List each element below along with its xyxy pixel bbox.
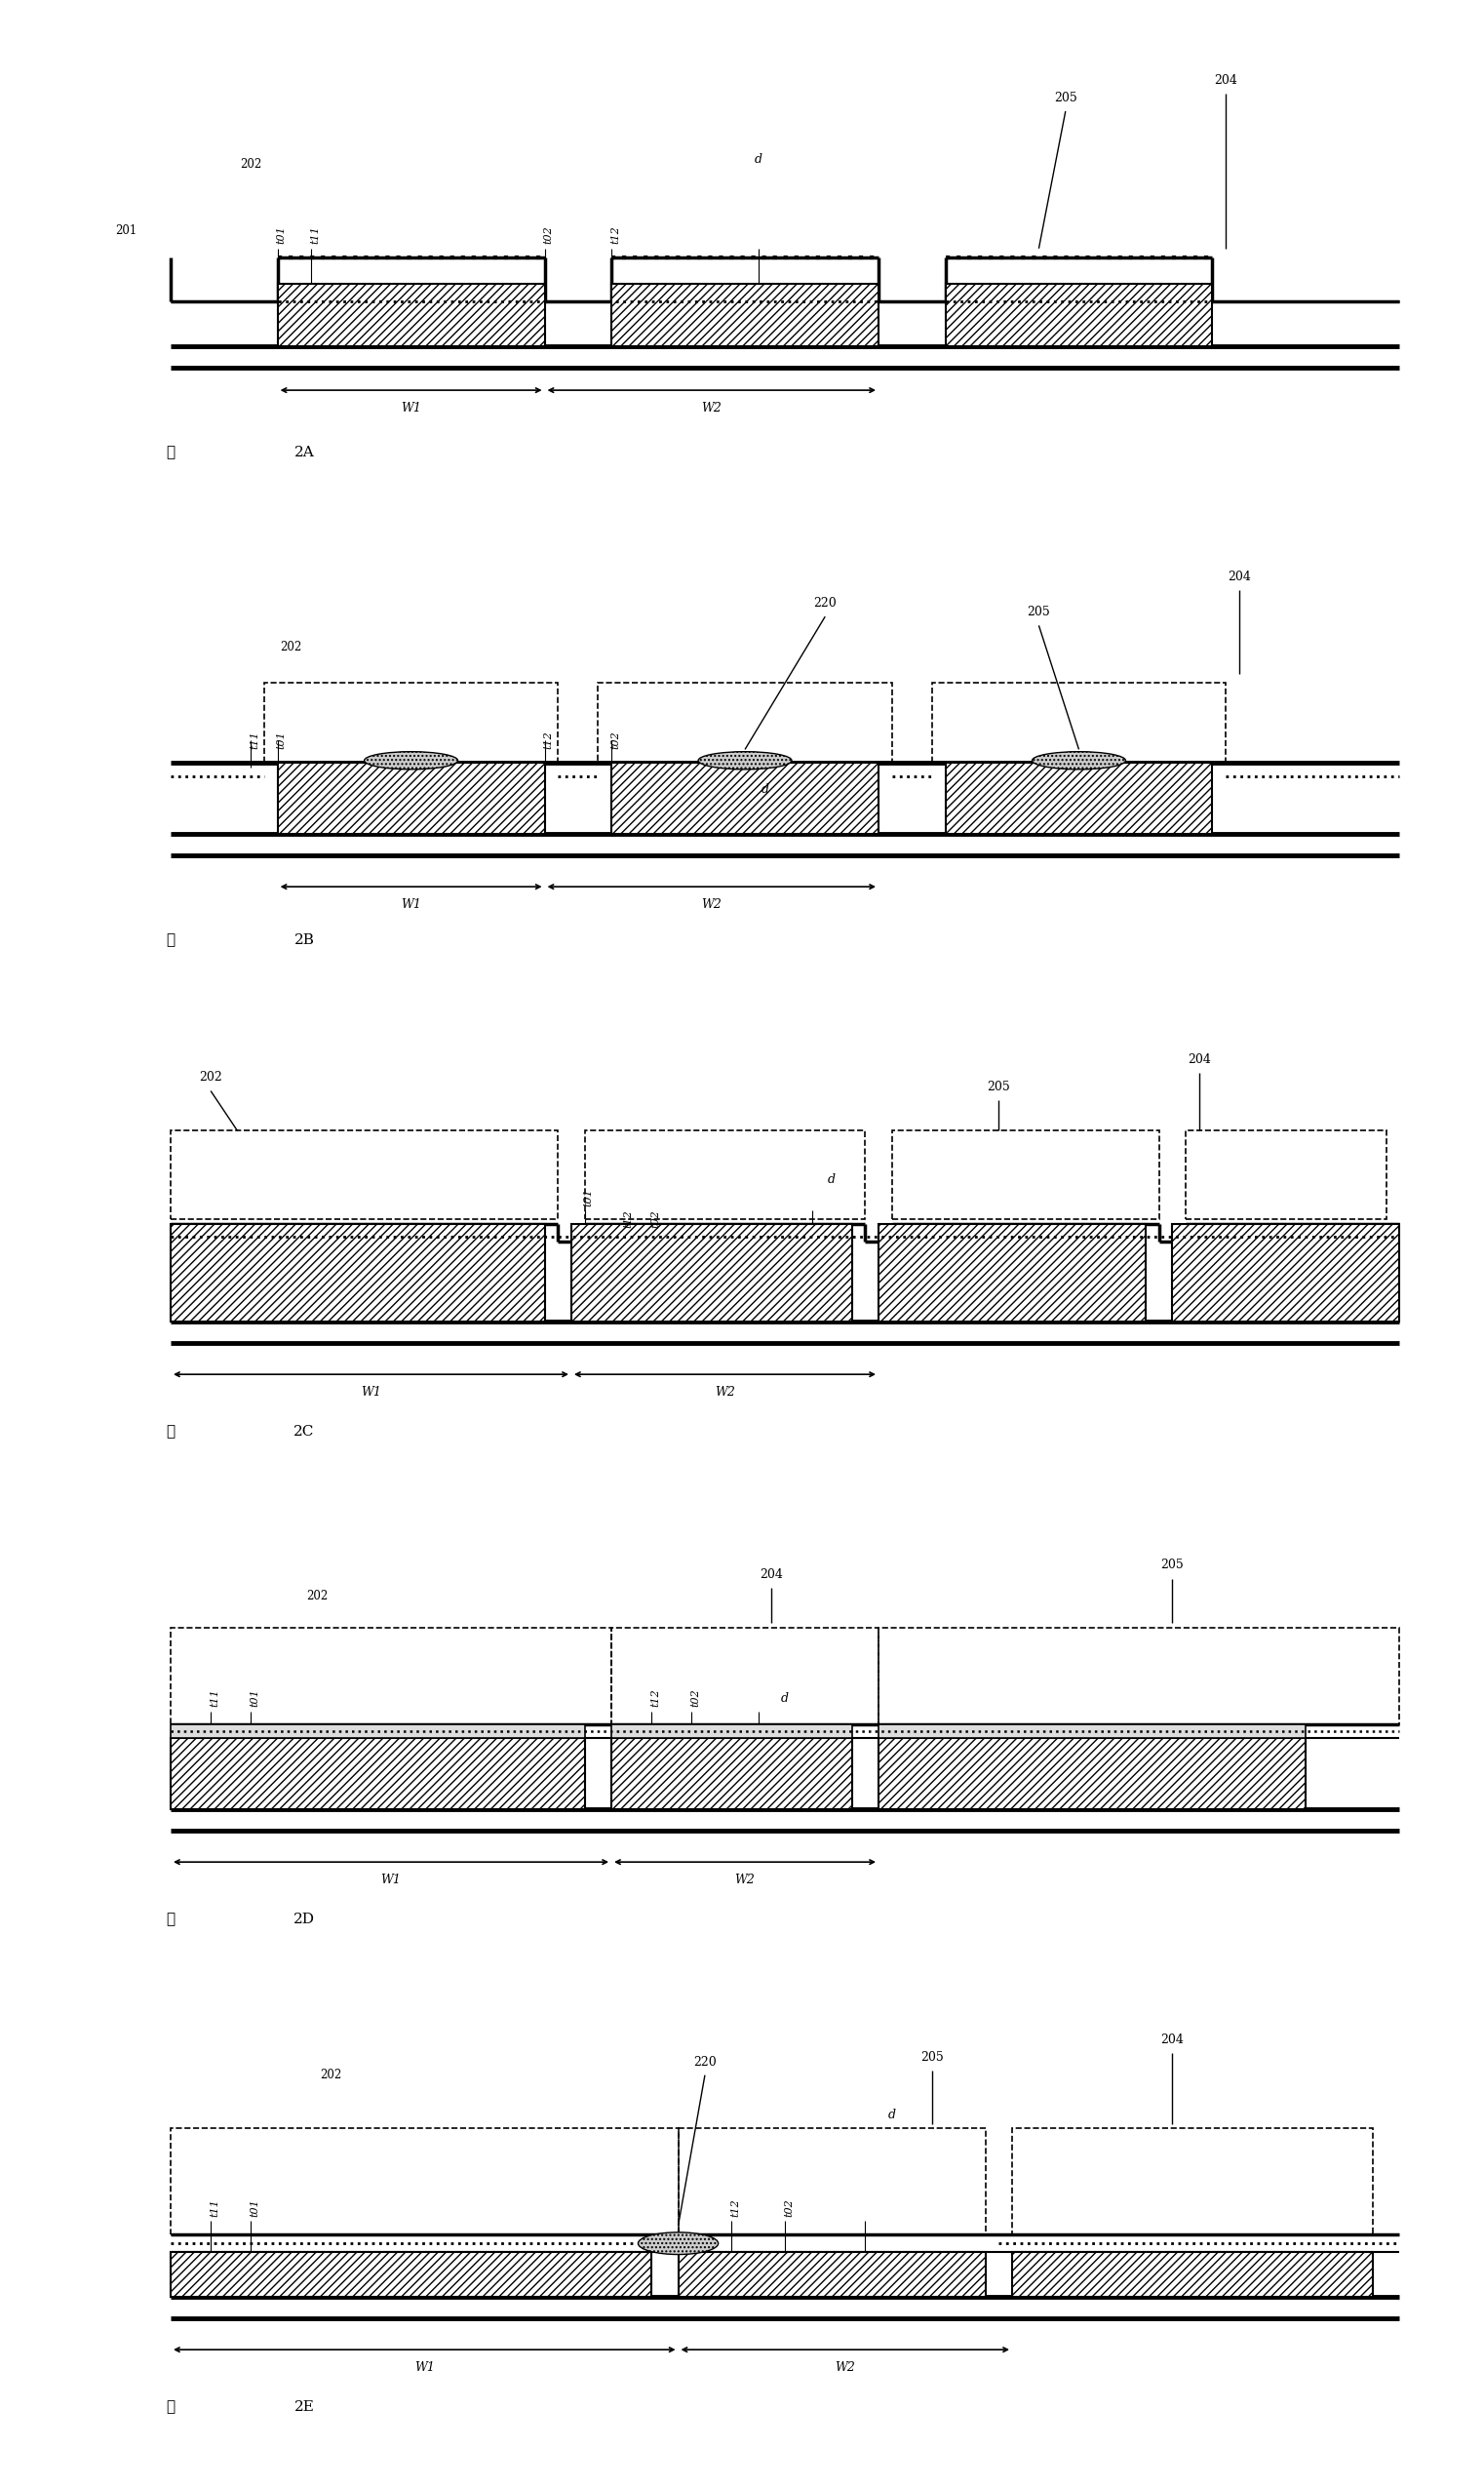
Text: t02: t02 — [690, 1689, 700, 1707]
Text: 图: 图 — [166, 1426, 175, 1438]
Bar — [571, 1224, 852, 1321]
Text: t01: t01 — [249, 1689, 260, 1707]
Bar — [879, 1224, 1146, 1321]
Bar — [171, 1132, 558, 1219]
Text: 220: 220 — [813, 597, 837, 610]
Text: 2A: 2A — [294, 445, 315, 460]
Bar — [945, 764, 1212, 833]
Text: W2: W2 — [735, 1873, 755, 1886]
Text: t11: t11 — [209, 2199, 220, 2217]
Bar — [879, 1724, 1306, 1739]
Text: 202: 202 — [199, 1072, 223, 1085]
Text: W1: W1 — [401, 898, 421, 911]
Bar — [171, 1627, 611, 1724]
Text: 204: 204 — [1214, 75, 1238, 87]
Text: W1: W1 — [401, 401, 421, 415]
Bar — [678, 2127, 985, 2234]
Text: W1: W1 — [361, 1386, 381, 1398]
Text: d: d — [781, 1692, 789, 1704]
Text: 图: 图 — [166, 445, 175, 460]
Text: W1: W1 — [414, 2361, 435, 2374]
Text: d: d — [887, 2110, 896, 2122]
Text: t12: t12 — [543, 731, 554, 749]
Bar — [1012, 2127, 1373, 2234]
Bar — [171, 2127, 678, 2234]
Bar — [171, 2252, 651, 2296]
Text: 205: 205 — [920, 2050, 944, 2063]
Bar — [932, 684, 1226, 764]
Ellipse shape — [365, 751, 459, 769]
Text: t02: t02 — [543, 226, 554, 244]
Text: t12: t12 — [650, 1689, 660, 1707]
Text: W1: W1 — [381, 1873, 401, 1886]
Text: t11: t11 — [310, 226, 319, 244]
Text: 201: 201 — [116, 224, 138, 236]
Text: 202: 202 — [321, 2068, 341, 2082]
Bar — [879, 1627, 1399, 1724]
Text: 205: 205 — [1160, 1560, 1184, 1572]
Bar — [892, 1132, 1159, 1219]
Text: 205: 205 — [1054, 92, 1077, 104]
Text: W2: W2 — [702, 898, 721, 911]
Text: t02: t02 — [784, 2199, 794, 2217]
Text: t12: t12 — [730, 2199, 741, 2217]
Bar — [171, 1724, 585, 1739]
Bar — [678, 2252, 985, 2296]
Text: 204: 204 — [1187, 1052, 1211, 1067]
Text: 202: 202 — [307, 1590, 328, 1602]
Bar — [611, 1627, 879, 1724]
Text: 205: 205 — [1027, 605, 1051, 620]
Text: t12: t12 — [623, 1209, 634, 1229]
Ellipse shape — [699, 751, 792, 769]
Bar — [1172, 1224, 1399, 1321]
Text: t11: t11 — [249, 731, 260, 749]
Text: 2C: 2C — [294, 1426, 315, 1438]
Text: t02: t02 — [610, 731, 620, 749]
Ellipse shape — [638, 2232, 718, 2254]
Text: 204: 204 — [1160, 2033, 1184, 2045]
Text: d: d — [828, 1174, 835, 1187]
Bar — [264, 684, 558, 764]
Bar — [585, 1132, 865, 1219]
Bar — [611, 284, 879, 346]
Text: 2B: 2B — [294, 933, 315, 948]
Text: 图: 图 — [166, 2401, 175, 2413]
Bar — [1186, 1132, 1386, 1219]
Bar — [598, 684, 892, 764]
Bar — [611, 1739, 852, 1809]
Bar — [278, 764, 545, 833]
Bar — [1012, 2252, 1373, 2296]
Text: 204: 204 — [760, 1567, 784, 1580]
Text: t11: t11 — [209, 1689, 220, 1707]
Text: 2E: 2E — [294, 2401, 315, 2413]
Bar — [171, 1739, 585, 1809]
Text: W2: W2 — [702, 401, 721, 415]
Bar — [611, 764, 879, 833]
Bar — [171, 1224, 545, 1321]
Bar — [611, 1724, 852, 1739]
Text: 图: 图 — [166, 933, 175, 948]
Text: t01: t01 — [276, 226, 286, 244]
Text: W2: W2 — [715, 1386, 735, 1398]
Text: t02: t02 — [650, 1209, 660, 1229]
Text: t12: t12 — [610, 226, 620, 244]
Text: W2: W2 — [835, 2361, 855, 2374]
Bar — [278, 284, 545, 346]
Text: 220: 220 — [693, 2055, 717, 2068]
Text: 205: 205 — [987, 1080, 1011, 1092]
Text: t01: t01 — [276, 731, 286, 749]
Text: t01: t01 — [583, 1187, 594, 1207]
Bar — [945, 284, 1212, 346]
Text: 204: 204 — [1227, 570, 1251, 582]
Text: d: d — [761, 784, 769, 796]
Bar — [879, 1739, 1306, 1809]
Text: t01: t01 — [249, 2199, 260, 2217]
Ellipse shape — [1033, 751, 1126, 769]
Text: 202: 202 — [280, 642, 301, 654]
Text: d: d — [754, 154, 763, 167]
Text: 202: 202 — [240, 159, 261, 172]
Text: 图: 图 — [166, 1913, 175, 1926]
Text: 2D: 2D — [294, 1913, 315, 1926]
